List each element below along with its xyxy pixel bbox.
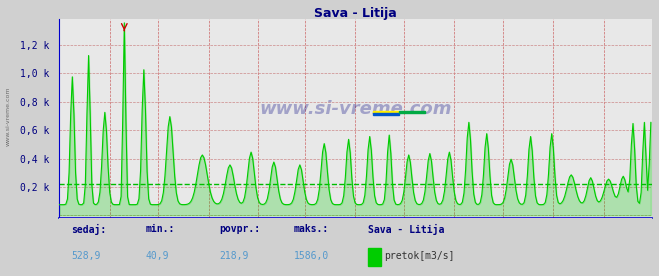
Text: pretok[m3/s]: pretok[m3/s] [384, 251, 455, 261]
Text: maks.:: maks.: [294, 224, 329, 234]
Text: sedaj:: sedaj: [71, 224, 106, 235]
Text: Sava - Litija: Sava - Litija [368, 224, 444, 235]
Text: 40,9: 40,9 [145, 251, 169, 261]
Text: www.si-vreme.com: www.si-vreme.com [5, 86, 11, 146]
Bar [373, 113, 399, 115]
Bar [399, 111, 425, 113]
Text: 528,9: 528,9 [71, 251, 101, 261]
Text: povpr.:: povpr.: [219, 224, 260, 234]
Bar [368, 248, 381, 266]
Text: 1586,0: 1586,0 [294, 251, 329, 261]
Bar [373, 111, 399, 113]
Title: Sava - Litija: Sava - Litija [314, 7, 397, 20]
Text: www.si-vreme.com: www.si-vreme.com [260, 100, 452, 118]
Text: min.:: min.: [145, 224, 175, 234]
Text: 218,9: 218,9 [219, 251, 249, 261]
